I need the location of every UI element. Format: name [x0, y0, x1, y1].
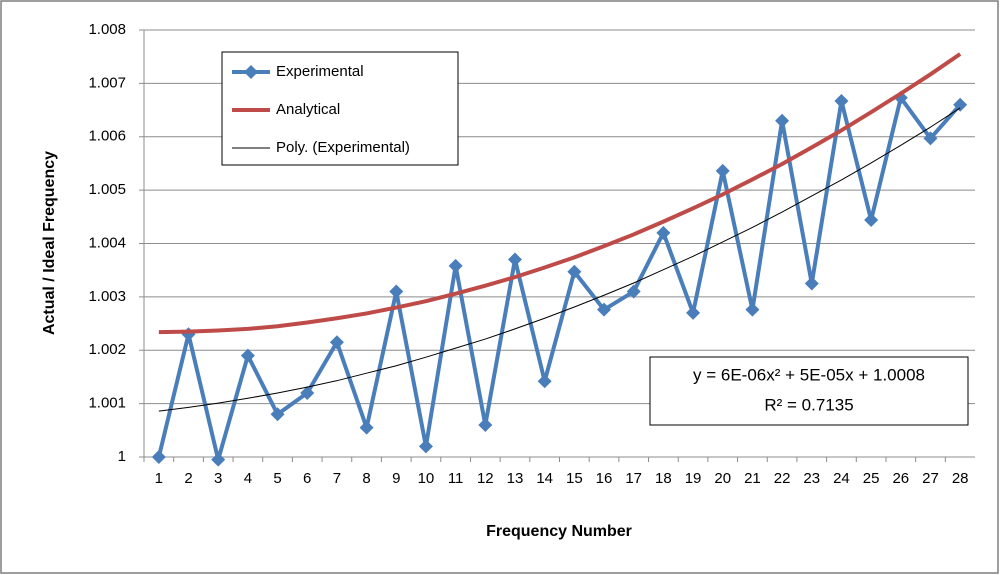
x-tick-label: 9 — [392, 470, 400, 487]
y-axis-label: Actual / Ideal Frequency — [41, 151, 58, 335]
marker — [418, 439, 433, 454]
x-tick-label: 19 — [685, 470, 702, 487]
marker — [745, 302, 760, 317]
x-tick-label: 3 — [214, 470, 222, 487]
series-line — [156, 95, 962, 462]
x-axis-label: Frequency Number — [486, 523, 632, 540]
annotation-box — [649, 356, 969, 426]
marker — [329, 335, 344, 350]
marker — [804, 276, 819, 291]
x-tick-label: 4 — [244, 470, 252, 487]
marker — [567, 264, 582, 279]
x-tick-label: 16 — [596, 470, 613, 487]
y-tick-label: 1.002 — [88, 341, 126, 358]
marker — [656, 225, 671, 240]
x-tick-label: 18 — [655, 470, 672, 487]
marker — [864, 213, 879, 228]
x-tick-label: 14 — [536, 470, 553, 487]
y-tick-label: 1.001 — [88, 395, 126, 412]
marker — [953, 97, 968, 112]
marker — [300, 385, 315, 400]
marker — [507, 252, 522, 267]
legend-label: Analytical — [276, 101, 340, 118]
x-tick-label: 11 — [448, 470, 464, 487]
y-tick-label: 1.003 — [88, 288, 126, 305]
y-tick-label: 1.007 — [88, 74, 126, 91]
marker — [715, 163, 730, 178]
annotation-text: R² = 0.7135 — [764, 395, 853, 414]
x-tick-label: 13 — [507, 470, 524, 487]
x-tick-label: 7 — [333, 470, 341, 487]
x-tick-label: 22 — [774, 470, 791, 487]
marker — [270, 407, 285, 422]
x-tick-label: 6 — [303, 470, 311, 487]
y-tick-label: 1.006 — [88, 128, 126, 145]
marker — [151, 450, 166, 464]
x-tick-label: 12 — [477, 470, 494, 487]
marker — [597, 302, 612, 317]
marker — [211, 452, 226, 467]
x-tick-label: 10 — [418, 470, 435, 487]
legend-marker — [244, 65, 258, 79]
x-tick-label: 15 — [566, 470, 583, 487]
series-line — [158, 107, 961, 412]
annotation-text: y = 6E-06x² + 5E-05x + 1.0008 — [693, 365, 925, 384]
legend-label: Experimental — [276, 63, 364, 80]
x-tick-label: 24 — [833, 470, 850, 487]
y-tick-label: 1.008 — [88, 21, 126, 38]
x-tick-label: 23 — [803, 470, 820, 487]
x-tick-label: 2 — [184, 470, 192, 487]
legend-label: Poly. (Experimental) — [276, 139, 410, 156]
marker — [626, 284, 641, 299]
x-tick-label: 20 — [714, 470, 731, 487]
x-tick-label: 25 — [863, 470, 880, 487]
x-tick-label: 8 — [362, 470, 370, 487]
y-tick-label: 1.005 — [88, 181, 126, 198]
x-tick-label: 27 — [922, 470, 939, 487]
x-tick-label: 21 — [744, 470, 761, 487]
x-tick-label: 17 — [625, 470, 642, 487]
series-line — [158, 52, 962, 335]
x-tick-label: 1 — [155, 470, 163, 487]
x-tick-label: 5 — [273, 470, 281, 487]
marker — [240, 348, 255, 363]
marker — [775, 113, 790, 128]
marker — [448, 258, 463, 273]
marker — [923, 131, 938, 146]
marker — [834, 93, 849, 108]
marker — [537, 374, 552, 389]
x-tick-label: 28 — [952, 470, 969, 487]
marker — [478, 417, 493, 432]
x-tick-label: 26 — [892, 470, 909, 487]
y-tick-label: 1 — [118, 448, 126, 465]
marker — [389, 284, 404, 299]
y-tick-label: 1.004 — [88, 234, 126, 251]
marker — [686, 305, 701, 320]
marker — [359, 420, 374, 435]
